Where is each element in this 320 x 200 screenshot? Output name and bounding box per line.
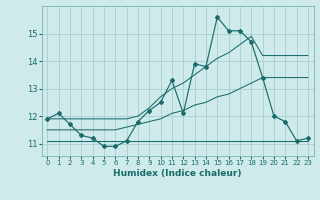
X-axis label: Humidex (Indice chaleur): Humidex (Indice chaleur) [113,169,242,178]
